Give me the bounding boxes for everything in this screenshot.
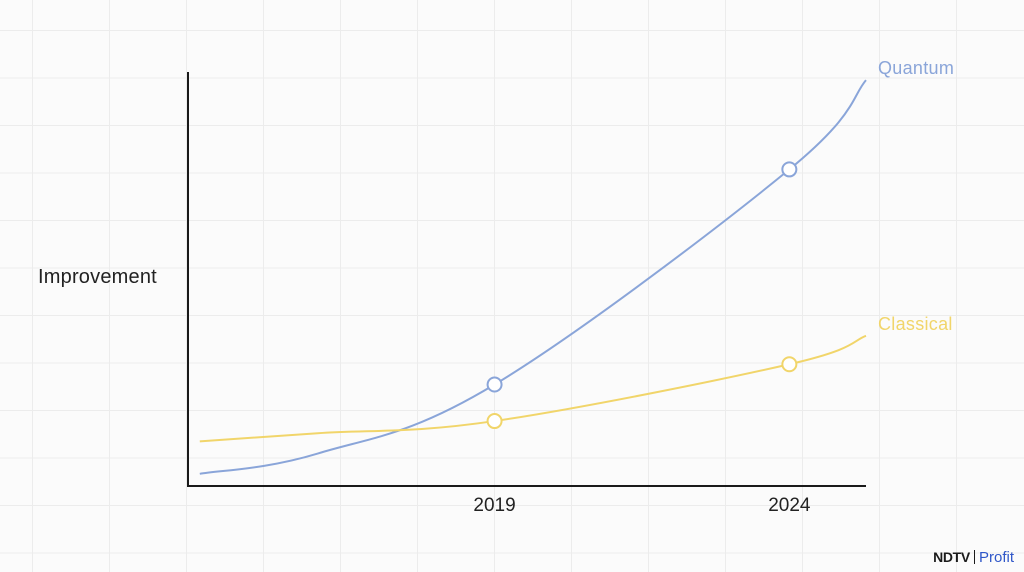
series-line-classical bbox=[199, 334, 867, 443]
data-point-classical-2024 bbox=[781, 356, 798, 373]
x-tick-label-2019: 2019 bbox=[473, 495, 516, 516]
watermark-brand: NDTV bbox=[933, 549, 970, 565]
data-point-quantum-2024 bbox=[781, 161, 798, 178]
watermark-divider bbox=[973, 550, 975, 564]
series-label-quantum: Quantum bbox=[878, 58, 955, 79]
data-point-quantum-2019 bbox=[486, 376, 503, 393]
watermark-sub: Profit bbox=[978, 548, 1014, 566]
data-point-classical-2019 bbox=[486, 413, 503, 430]
y-axis-label: Improvement bbox=[38, 266, 157, 288]
ndtv-profit-watermark: NDTV Profit bbox=[933, 548, 1014, 566]
series-label-classical: Classical bbox=[878, 313, 953, 334]
x-tick-label-2024: 2024 bbox=[768, 495, 811, 516]
series-line-quantum bbox=[199, 79, 867, 475]
